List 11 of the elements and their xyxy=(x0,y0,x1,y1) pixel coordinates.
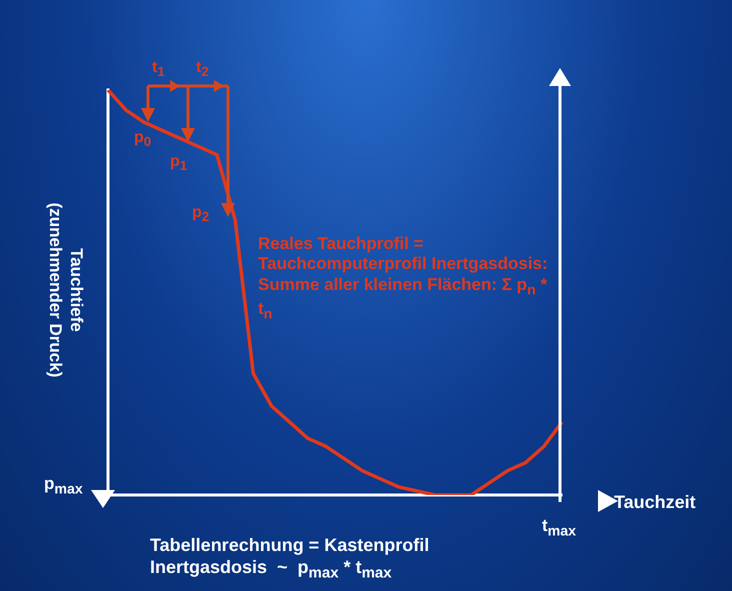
annotation: p$_{2}$ xyxy=(192,203,210,226)
x-axis-title: Tauchzeit xyxy=(614,492,696,513)
text: t$_{max}$ xyxy=(542,516,576,540)
text: Tabellenrechnung = Kastenprofil Inertgasdosis ~ p$_{max}$ * t$_{max}$ xyxy=(150,535,430,582)
text: t$_{1}$ xyxy=(152,58,165,80)
annotation: p$_{0}$ xyxy=(134,128,152,150)
text: Reales Tauchprofil = Tauchcomputerprofil Inertgasdosis: Summe aller kleinen Flächen: Σ p$_{n}$ * t$_{n}$ xyxy=(258,234,548,323)
annotation: p$_{1}$ xyxy=(170,152,188,174)
y-axis-title: Tauchtiefe (zunehmender Druck) xyxy=(45,202,87,378)
text: p$_{max}$ xyxy=(44,474,83,498)
text: t$_{2}$ xyxy=(196,58,209,80)
